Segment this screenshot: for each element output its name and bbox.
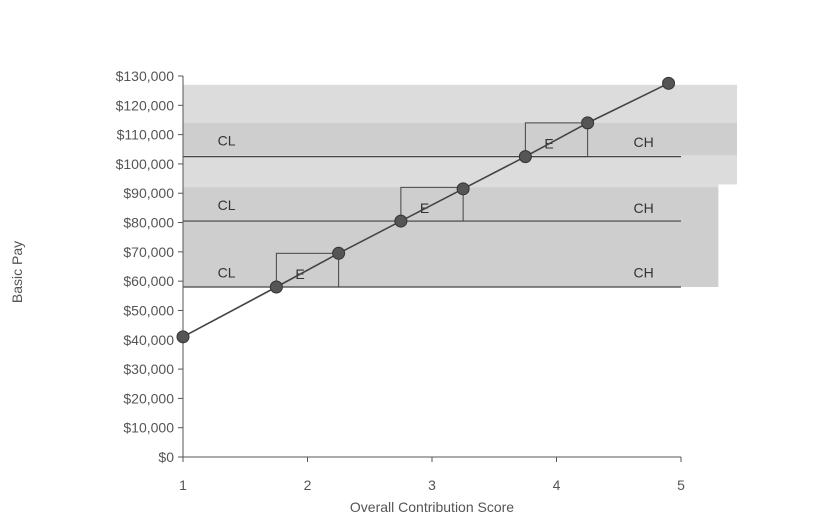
series-layer [176, 76, 676, 344]
y-tick-label: $30,000 [123, 361, 174, 377]
y-tick-label: $10,000 [123, 420, 174, 436]
x-tick-label: 5 [677, 477, 685, 493]
x-tick-label: 4 [553, 477, 561, 493]
band-strip-2 [183, 187, 719, 222]
band-strip-3 [183, 122, 738, 156]
e-box-2 [400, 186, 464, 222]
band-annotation-cl: CL [218, 132, 236, 148]
y-tick-label: $50,000 [123, 302, 174, 318]
data-point-7 [581, 116, 595, 130]
x-tick-label: 1 [179, 477, 187, 493]
x-tick-label: 3 [428, 477, 436, 493]
data-point-2 [269, 280, 283, 294]
e-box-1 [275, 252, 340, 288]
band-strip-1 [183, 221, 719, 288]
e-box-3 [524, 122, 589, 158]
y-tick-label: $60,000 [123, 273, 174, 289]
labels-layer: CL CH CL CH CL CH [218, 132, 654, 280]
data-point-5 [456, 182, 470, 196]
y-tick-label: $0 [158, 449, 174, 465]
band-annotation-ch: CH [634, 134, 654, 150]
x-axis-title: Overall Contribution Score [350, 499, 514, 515]
y-tick-label: $110,000 [117, 127, 175, 143]
y-tick-label: $40,000 [123, 332, 174, 348]
y-tick-label: $100,000 [116, 156, 175, 172]
axes-layer: $0 $10,000 $20,000 $30,000 $40,000 $50,000 $60… [116, 68, 686, 493]
y-tick-label: $20,000 [123, 390, 174, 406]
data-point-6 [518, 150, 532, 164]
y-tick-label: $90,000 [123, 185, 174, 201]
series-line [182, 82, 669, 338]
x-tick-label: 2 [304, 477, 312, 493]
data-point-3 [332, 246, 346, 260]
y-tick-label: $80,000 [123, 215, 174, 231]
data-point-1 [176, 330, 190, 344]
y-tick-label: $130,000 [116, 68, 175, 84]
band-annotation-cl: CL [218, 264, 236, 280]
band-annotation-ch: CH [634, 264, 654, 280]
data-point-4 [394, 214, 408, 228]
y-axis-title: Basic Pay [9, 241, 25, 303]
band-annotation-ch: CH [634, 200, 654, 216]
data-point-8 [662, 76, 676, 90]
band-annotation-cl: CL [218, 197, 236, 213]
bands-layer [183, 84, 738, 288]
y-tick-label: $70,000 [123, 244, 174, 260]
y-tick-label: $120,000 [116, 97, 175, 113]
